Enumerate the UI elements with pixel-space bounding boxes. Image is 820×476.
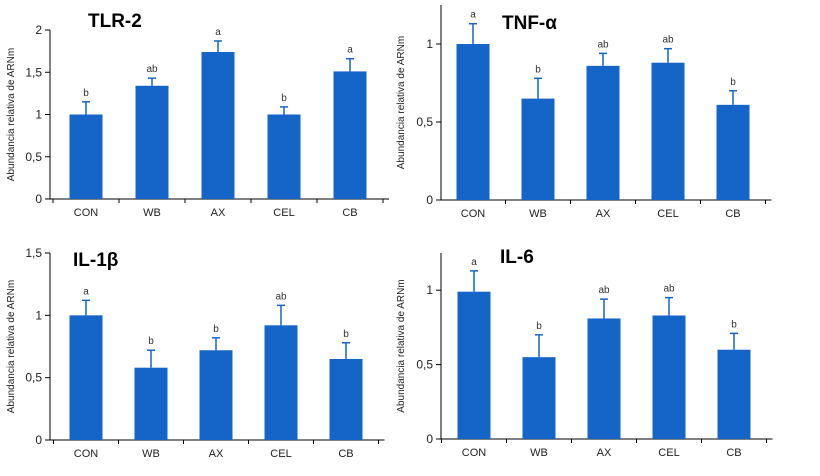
chart2-xlabel-ax: AX xyxy=(596,208,611,220)
chart3-ytick-label: 1 xyxy=(35,308,42,322)
chart3-sig-cb: b xyxy=(343,329,349,340)
chart3-sig-wb: b xyxy=(148,336,154,347)
chart2-bar-cel xyxy=(651,62,685,200)
chart1-ytick-label: 0,5 xyxy=(25,150,42,164)
chart1-ytick-label: 1,5 xyxy=(25,65,42,79)
chart4-sig-wb: b xyxy=(536,321,542,332)
chart1-bar-cel xyxy=(267,114,301,199)
chart1-xlabel-cel: CEL xyxy=(273,207,294,219)
chart1-sig-cel: b xyxy=(281,93,287,104)
chart4-sig-ax: ab xyxy=(598,285,610,296)
chart1-xlabel-cb: CB xyxy=(342,207,357,219)
chart2-ytick-label: 1 xyxy=(426,37,433,51)
chart3-ytick-label: 0 xyxy=(35,433,42,447)
chart3-xlabel-wb: WB xyxy=(142,448,160,460)
chart1-sig-cb: a xyxy=(347,45,353,56)
chart1-bar-cb xyxy=(333,71,367,199)
chart2-title: TNF-α xyxy=(502,13,557,34)
chart2-ytick-label: 0,5 xyxy=(416,115,433,129)
chart1-sig-ax: a xyxy=(215,27,221,38)
chart2-ylabel: Abundancia relativa de ARNm xyxy=(396,36,407,169)
chart3-ytick-label: 0,5 xyxy=(25,371,42,385)
chart1-ytick-label: 1 xyxy=(35,108,42,122)
chart4-sig-cel: ab xyxy=(663,284,675,295)
chart1-bar-ax xyxy=(201,51,235,199)
chart3-ytick-label: 1,5 xyxy=(25,246,42,260)
chart3-xlabel-ax: AX xyxy=(209,448,224,460)
chart3-bar-wb xyxy=(134,367,168,440)
chart4-sig-cb: b xyxy=(731,319,737,330)
chart4-bar-con xyxy=(457,291,491,439)
chart1-bar-con xyxy=(69,114,103,199)
chart4-xlabel-wb: WB xyxy=(530,447,548,459)
chart2-bar-wb xyxy=(521,98,555,200)
chart2-sig-con: a xyxy=(470,10,476,21)
chart4-xlabel-ax: AX xyxy=(597,447,612,459)
chart1-ytick-label: 0 xyxy=(35,192,42,206)
chart3-sig-con: a xyxy=(83,286,89,297)
chart2-xlabel-wb: WB xyxy=(529,208,547,220)
chart2-xlabel-con: CON xyxy=(461,208,486,220)
chart4-ylabel: Abundancia relativa de ARNm xyxy=(396,279,407,412)
chart1-xlabel-ax: AX xyxy=(211,207,226,219)
chart1-sig-con: b xyxy=(83,88,89,99)
chart3-title: IL-1β xyxy=(73,250,118,271)
chart1-ylabel: Abundancia relativa de ARNm xyxy=(6,48,17,181)
chart3-sig-cel: ab xyxy=(275,291,287,302)
chart4-ytick-label: 1 xyxy=(426,283,433,297)
chart2-sig-ax: ab xyxy=(597,39,609,50)
chart1-ytick-label: 2 xyxy=(35,23,42,37)
chart1-sig-wb: ab xyxy=(146,64,158,75)
chart4-sig-con: a xyxy=(471,257,477,268)
chart1-bar-wb xyxy=(135,85,169,199)
chart3-xlabel-con: CON xyxy=(74,448,99,460)
chart3-ylabel: Abundancia relativa de ARNm xyxy=(6,280,17,413)
chart2-xlabel-cb: CB xyxy=(725,208,740,220)
chart1-title: TLR-2 xyxy=(88,11,142,32)
chart4-ytick-label: 0 xyxy=(426,432,433,446)
chart3-bar-cb xyxy=(329,358,363,440)
chart3-bar-cel xyxy=(264,325,298,440)
chart2-xlabel-cel: CEL xyxy=(657,208,678,220)
chart2-bar-con xyxy=(456,44,490,200)
chart1-xlabel-con: CON xyxy=(74,207,99,219)
chart2-sig-wb: b xyxy=(535,64,541,75)
chart4-ytick-label: 0,5 xyxy=(416,358,433,372)
chart2-bar-cb xyxy=(716,104,750,200)
chart3-xlabel-cb: CB xyxy=(338,448,353,460)
chart1-xlabel-wb: WB xyxy=(143,207,161,219)
chart2-sig-cel: ab xyxy=(662,35,674,46)
chart3-bar-con xyxy=(69,315,103,440)
chart3-sig-ax: b xyxy=(213,324,219,335)
chart4-xlabel-cb: CB xyxy=(726,447,741,459)
chart4-bar-wb xyxy=(522,357,556,439)
chart2-sig-cb: b xyxy=(730,77,736,88)
chart2-ytick-label: 0 xyxy=(426,193,433,207)
chart4-bar-cel xyxy=(652,315,686,439)
chart2-bar-ax xyxy=(586,65,620,200)
chart4-xlabel-con: CON xyxy=(462,447,487,459)
chart3-xlabel-cel: CEL xyxy=(270,448,291,460)
chart4-bar-ax xyxy=(587,318,621,439)
chart4-title: IL-6 xyxy=(500,247,534,268)
chart3-bar-ax xyxy=(199,350,233,440)
chart4-bar-cb xyxy=(717,349,751,439)
chart4-xlabel-cel: CEL xyxy=(658,447,679,459)
